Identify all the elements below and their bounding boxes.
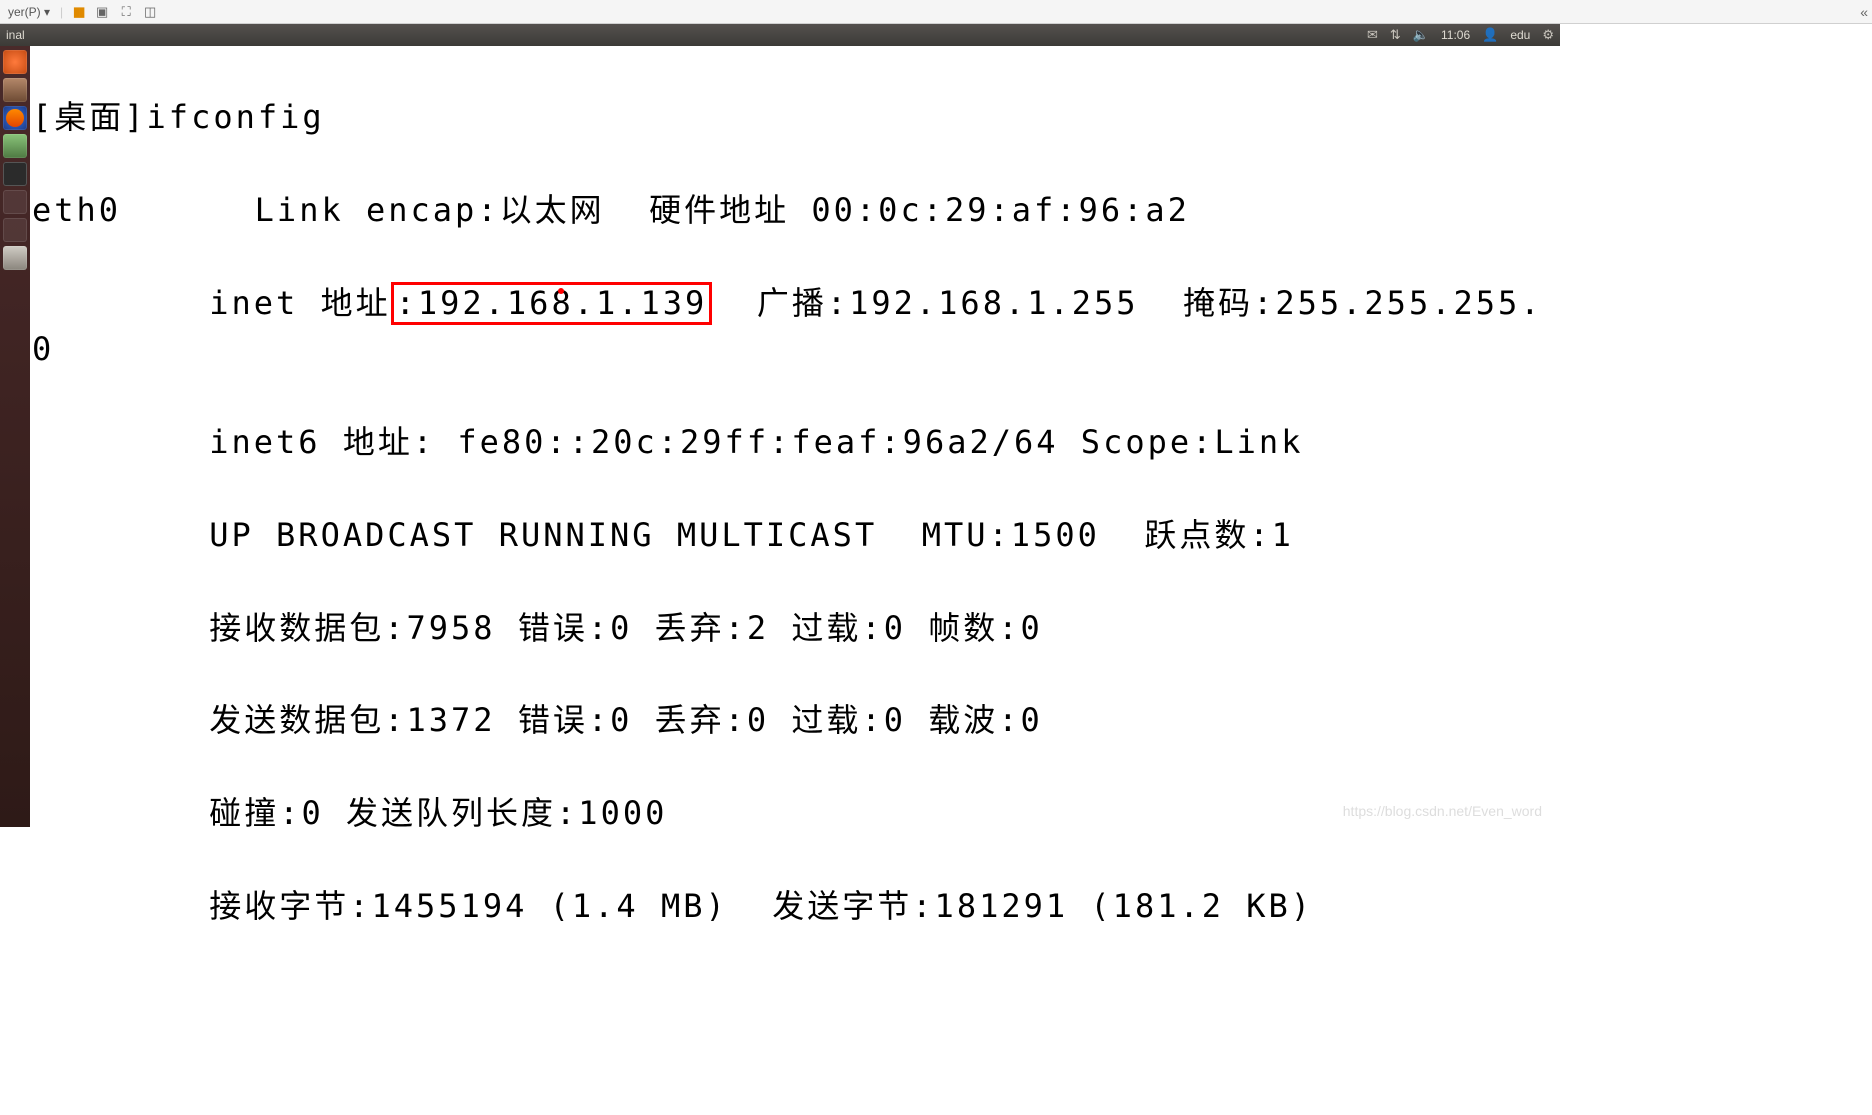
clock-text[interactable]: 11:06 [1441, 28, 1470, 42]
bytes-line: 接收字节:1455194 (1.4 MB) 发送字节:181291 (181.2… [209, 887, 1313, 925]
gnome-top-panel: inal ✉ ⇅ 🔈 11:06 👤 edu ⚙ [0, 24, 1560, 46]
pause-icon[interactable]: ▮▮ [69, 3, 87, 21]
flags-line: UP BROADCAST RUNNING MULTICAST MTU:1500 … [209, 516, 1294, 554]
dash-home-icon[interactable] [3, 50, 27, 74]
unity-launcher [0, 46, 30, 827]
ip-highlight: :192.168.1.139 [391, 282, 713, 325]
inet6-line: inet6 地址: fe80::20c:29ff:feaf:96a2/64 Sc… [209, 423, 1303, 461]
fullscreen-icon[interactable]: ⛶ [117, 3, 135, 21]
sound-icon[interactable]: 🔈 [1413, 27, 1429, 43]
link-encap-line: Link encap:以太网 硬件地址 00:0c:29:af:96:a2 [255, 191, 1190, 229]
firefox-icon[interactable] [3, 106, 27, 130]
collapse-icon[interactable]: « [1860, 4, 1868, 20]
annotation-dot [558, 288, 564, 294]
rx-pkts-line: 接收数据包:7958 错误:0 丢弃:2 过载:0 帧数:0 [209, 609, 1043, 647]
network-icon[interactable]: ⇅ [1390, 27, 1401, 43]
app-icon-3[interactable] [3, 218, 27, 242]
watermark-text: https://blog.csdn.net/Even_word [1343, 801, 1542, 821]
prompt-line: [桌面]ifconfig [32, 98, 325, 136]
app-icon-2[interactable] [3, 190, 27, 214]
vm-player-toolbar: yer(P) ▾ | ▮▮ ▣ ⛶ ◫ « [0, 0, 1872, 24]
gear-icon[interactable]: ⚙ [1542, 27, 1554, 43]
trash-icon[interactable] [3, 246, 27, 270]
files-icon[interactable] [3, 78, 27, 102]
user-name[interactable]: edu [1510, 28, 1530, 42]
terminal-icon[interactable] [3, 162, 27, 186]
ubuntu-desktop: inal ✉ ⇅ 🔈 11:06 👤 edu ⚙ [桌面]ifconfig et… [0, 24, 1560, 827]
iface-name: eth0 [32, 191, 121, 229]
user-icon[interactable]: 👤 [1482, 27, 1498, 43]
tx-pkts-line: 发送数据包:1372 错误:0 丢弃:0 过载:0 载波:0 [209, 701, 1043, 739]
snapshot-icon[interactable]: ▣ [93, 3, 111, 21]
terminal-output[interactable]: [桌面]ifconfig eth0 Link encap:以太网 硬件地址 00… [30, 46, 1560, 827]
window-title: inal [6, 28, 25, 42]
app-icon[interactable] [3, 134, 27, 158]
unity-icon[interactable]: ◫ [141, 3, 159, 21]
inet-label: inet 地址 [209, 284, 390, 322]
player-menu[interactable]: yer(P) ▾ [4, 5, 54, 19]
toolbar-separator: | [60, 5, 63, 19]
mail-icon[interactable]: ✉ [1367, 27, 1378, 43]
